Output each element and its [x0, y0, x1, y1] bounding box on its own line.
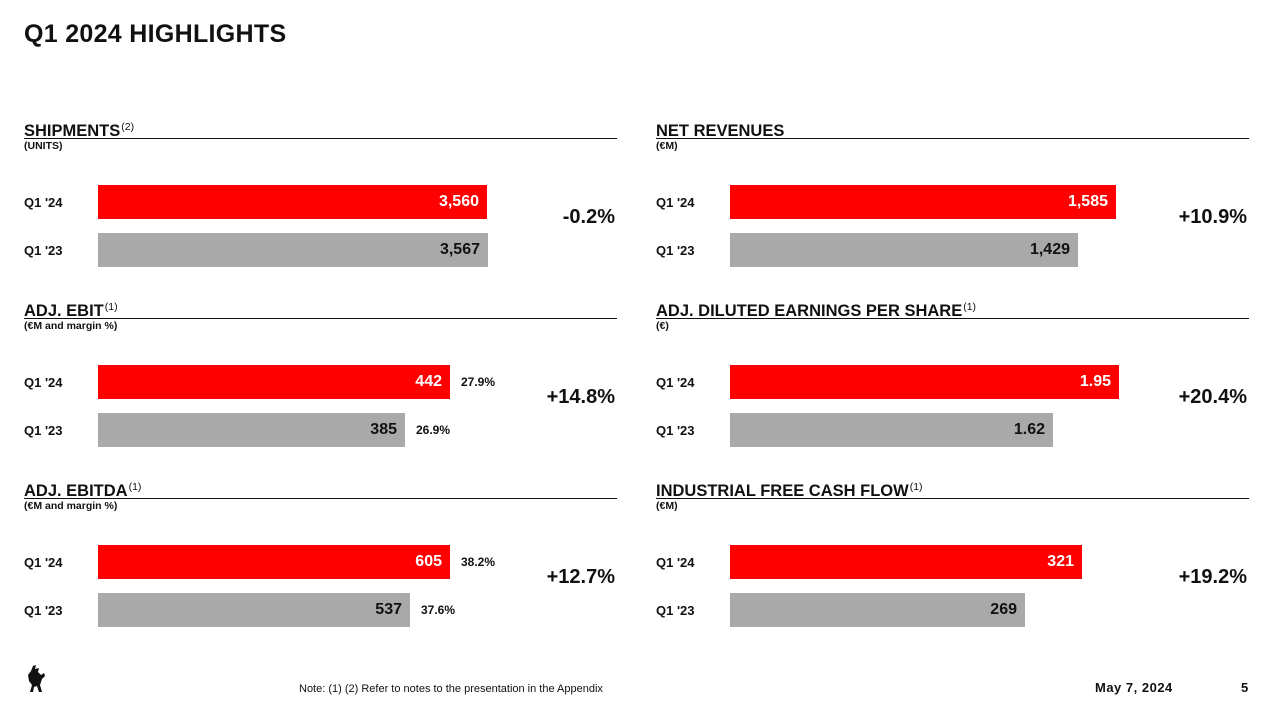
data-label: 537 [375, 601, 402, 618]
chart-title: SHIPMENTS(2) [24, 118, 617, 140]
chart-title-text: SHIPMENTS [24, 122, 121, 140]
chart-unit: (€M and margin %) [24, 500, 118, 512]
chart-unit: (UNITS) [24, 140, 63, 152]
bar-q1-24: 442 [98, 365, 450, 399]
category-label: Q1 '24 [656, 195, 695, 210]
change-percent: +20.4% [1178, 386, 1247, 408]
chart-title-text: ADJ. EBITDA [24, 482, 128, 500]
chart-unit: (€M and margin %) [24, 320, 118, 332]
date: May 7, 2024 [1095, 680, 1173, 695]
chart-title-text: INDUSTRIAL FREE CASH FLOW [656, 482, 909, 500]
bar-q1-23: 385 [98, 413, 405, 447]
chart-title: NET REVENUES [656, 118, 1249, 140]
page-number: 5 [1241, 680, 1249, 695]
change-percent: +14.8% [546, 386, 615, 408]
industrial-fcf-chart: INDUSTRIAL FREE CASH FLOW(1) (€M) Q1 '24 32… [656, 478, 1249, 648]
data-label: 321 [1047, 553, 1074, 570]
net-revenues-chart: NET REVENUES (€M) Q1 '24 1,585 Q1 '23 1,429 +1… [656, 118, 1249, 288]
chart-title: ADJ. EBITDA(1) [24, 478, 617, 500]
bar-q1-23: 537 [98, 593, 410, 627]
data-label: 1,429 [1029, 241, 1070, 258]
chart-unit: (€) [656, 320, 669, 332]
bar-q1-23: 269 [730, 593, 1025, 627]
margin-label: 37.6% [421, 603, 456, 617]
category-label: Q1 '23 [24, 603, 63, 618]
data-label: 3,560 [438, 193, 479, 210]
category-label: Q1 '23 [656, 423, 695, 438]
category-label: Q1 '23 [656, 243, 695, 258]
chart-title-text: NET REVENUES [656, 122, 785, 140]
chart-title-footnote: (1) [104, 301, 118, 313]
chart-title: ADJ. DILUTED EARNINGS PER SHARE(1) [656, 298, 1249, 320]
category-label: Q1 '24 [24, 375, 63, 390]
adj-ebitda-chart: ADJ. EBITDA(1) (€M and margin %) Q1 '24 605… [24, 478, 617, 648]
chart-title-text: ADJ. EBIT [24, 302, 104, 320]
chart-unit: (€M) [656, 500, 678, 512]
category-label: Q1 '23 [656, 603, 695, 618]
chart-title: ADJ. EBIT(1) [24, 298, 617, 320]
category-label: Q1 '23 [24, 423, 63, 438]
margin-label: 38.2% [461, 555, 496, 569]
change-percent: +12.7% [546, 566, 615, 588]
footnote: Note: (1) (2) Refer to notes to the pres… [299, 683, 603, 695]
bar-q1-24: 3,560 [98, 185, 487, 219]
margin-label: 26.9% [416, 423, 451, 437]
margin-label: 27.9% [461, 375, 496, 389]
chart-title-footnote: (2) [121, 121, 135, 133]
adj-diluted-eps-chart: ADJ. DILUTED EARNINGS PER SHARE(1) (€) Q1 … [656, 298, 1249, 468]
category-label: Q1 '24 [656, 375, 695, 390]
bar-q1-23: 3,567 [98, 233, 488, 267]
data-label: 1,585 [1067, 193, 1108, 210]
data-label: 1.62 [1013, 421, 1045, 438]
category-label: Q1 '24 [656, 555, 695, 570]
category-label: Q1 '23 [24, 243, 63, 258]
data-label: 1.95 [1079, 373, 1111, 390]
chart-title-footnote: (1) [128, 481, 142, 493]
data-label: 385 [370, 421, 397, 438]
data-label: 269 [990, 601, 1017, 618]
change-percent: +19.2% [1178, 566, 1247, 588]
bar-q1-23: 1,429 [730, 233, 1078, 267]
change-percent: -0.2% [562, 206, 615, 228]
data-label: 442 [415, 373, 442, 390]
shipments-chart: SHIPMENTS(2) (UNITS) Q1 '24 3,560 Q1 '23 3,56… [24, 118, 617, 288]
chart-title-text: ADJ. DILUTED EARNINGS PER SHARE [656, 302, 963, 320]
category-label: Q1 '24 [24, 555, 63, 570]
chart-unit: (€M) [656, 140, 678, 152]
data-label: 605 [415, 553, 442, 570]
chart-title-footnote: (1) [963, 301, 977, 313]
bar-q1-24: 1.95 [730, 365, 1119, 399]
category-label: Q1 '24 [24, 195, 63, 210]
bar-q1-24: 1,585 [730, 185, 1116, 219]
chart-title-footnote: (1) [909, 481, 923, 493]
data-label: 3,567 [439, 241, 480, 258]
bar-q1-24: 321 [730, 545, 1082, 579]
page-title: Q1 2024 HIGHLIGHTS [24, 20, 287, 48]
adj-ebit-chart: ADJ. EBIT(1) (€M and margin %) Q1 '24 442 27… [24, 298, 617, 468]
bar-q1-23: 1.62 [730, 413, 1053, 447]
bar-q1-24: 605 [98, 545, 450, 579]
change-percent: +10.9% [1178, 206, 1247, 228]
prancing-horse-icon [28, 665, 45, 692]
chart-title: INDUSTRIAL FREE CASH FLOW(1) [656, 478, 1249, 500]
